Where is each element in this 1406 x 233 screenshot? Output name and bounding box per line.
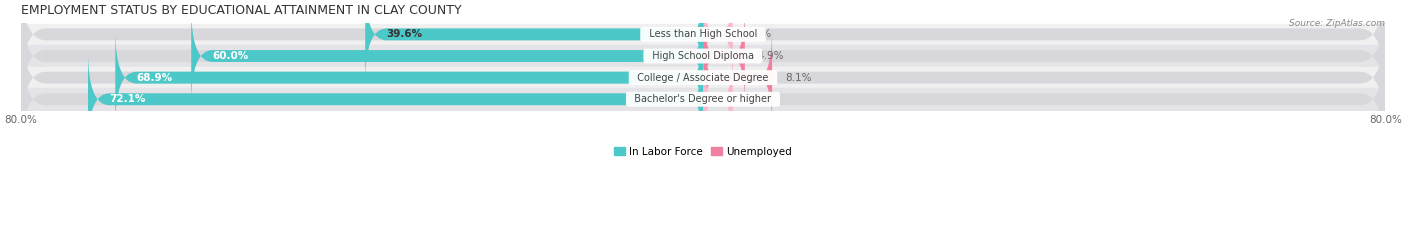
- FancyBboxPatch shape: [703, 51, 733, 147]
- Text: 68.9%: 68.9%: [136, 73, 173, 83]
- FancyBboxPatch shape: [89, 51, 703, 147]
- Bar: [21, 89, 1385, 110]
- Text: Less than High School: Less than High School: [643, 29, 763, 39]
- Bar: [21, 24, 1385, 45]
- Text: 0.0%: 0.0%: [745, 29, 772, 39]
- Text: 72.1%: 72.1%: [110, 94, 146, 104]
- Text: 60.0%: 60.0%: [212, 51, 249, 61]
- Text: Bachelor's Degree or higher: Bachelor's Degree or higher: [628, 94, 778, 104]
- Text: 8.1%: 8.1%: [785, 73, 811, 83]
- Text: EMPLOYMENT STATUS BY EDUCATIONAL ATTAINMENT IN CLAY COUNTY: EMPLOYMENT STATUS BY EDUCATIONAL ATTAINM…: [21, 4, 461, 17]
- FancyBboxPatch shape: [21, 19, 1385, 137]
- Text: 0.0%: 0.0%: [745, 94, 772, 104]
- Text: 4.9%: 4.9%: [758, 51, 785, 61]
- Text: High School Diploma: High School Diploma: [645, 51, 761, 61]
- Text: 39.6%: 39.6%: [387, 29, 423, 39]
- Bar: [21, 45, 1385, 67]
- FancyBboxPatch shape: [115, 30, 703, 126]
- FancyBboxPatch shape: [366, 0, 703, 82]
- Text: Source: ZipAtlas.com: Source: ZipAtlas.com: [1289, 19, 1385, 28]
- Legend: In Labor Force, Unemployed: In Labor Force, Unemployed: [610, 143, 796, 161]
- FancyBboxPatch shape: [21, 40, 1385, 158]
- FancyBboxPatch shape: [703, 30, 772, 126]
- FancyBboxPatch shape: [703, 8, 745, 104]
- Text: College / Associate Degree: College / Associate Degree: [631, 73, 775, 83]
- FancyBboxPatch shape: [21, 0, 1385, 93]
- Bar: [21, 67, 1385, 89]
- FancyBboxPatch shape: [191, 8, 703, 104]
- FancyBboxPatch shape: [703, 0, 733, 82]
- FancyBboxPatch shape: [21, 0, 1385, 115]
